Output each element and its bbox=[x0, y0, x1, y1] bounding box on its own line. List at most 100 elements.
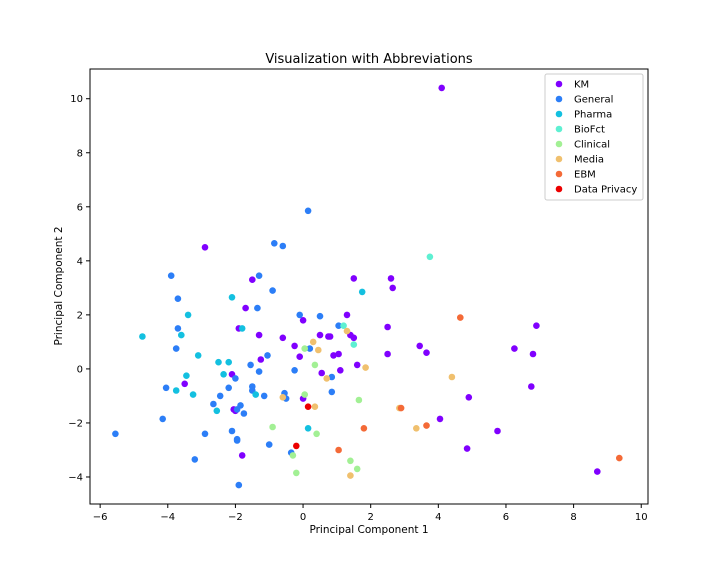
series-general bbox=[112, 207, 342, 489]
data-point bbox=[397, 404, 405, 412]
data-point bbox=[189, 391, 197, 398]
data-point bbox=[174, 325, 182, 332]
data-point bbox=[304, 425, 312, 432]
legend-marker bbox=[555, 185, 563, 193]
data-point bbox=[347, 472, 354, 479]
data-point bbox=[463, 445, 471, 452]
data-point bbox=[304, 207, 312, 215]
data-point bbox=[313, 430, 320, 438]
data-point bbox=[301, 345, 309, 352]
data-point bbox=[353, 361, 361, 369]
data-point bbox=[306, 345, 314, 352]
data-point bbox=[335, 446, 342, 454]
y-tick-label: 8 bbox=[77, 148, 83, 159]
data-point bbox=[112, 430, 119, 438]
data-point bbox=[315, 346, 322, 354]
data-point bbox=[265, 441, 273, 448]
data-point bbox=[494, 427, 501, 435]
data-point bbox=[426, 253, 434, 261]
x-tick-label: 10 bbox=[635, 512, 648, 523]
data-point bbox=[252, 391, 259, 398]
data-point bbox=[269, 423, 276, 431]
data-point bbox=[240, 410, 248, 417]
data-point bbox=[174, 295, 182, 303]
data-point bbox=[238, 325, 246, 332]
data-point bbox=[301, 391, 309, 398]
data-point bbox=[423, 422, 430, 429]
data-point bbox=[343, 311, 351, 319]
data-point bbox=[293, 442, 300, 450]
data-point bbox=[289, 452, 297, 459]
data-point bbox=[255, 272, 263, 280]
data-point bbox=[465, 394, 473, 401]
data-point bbox=[178, 331, 185, 339]
legend-marker bbox=[555, 80, 563, 88]
data-point bbox=[264, 352, 271, 359]
legend-marker bbox=[555, 95, 563, 103]
data-point bbox=[326, 333, 334, 340]
data-point bbox=[291, 342, 298, 350]
legend-label: Pharma bbox=[574, 110, 612, 121]
legend-label: Media bbox=[574, 155, 604, 166]
data-point bbox=[594, 468, 601, 475]
data-point bbox=[183, 372, 190, 380]
data-point bbox=[340, 322, 347, 330]
data-point bbox=[389, 284, 397, 292]
data-point bbox=[220, 371, 227, 378]
data-point bbox=[254, 304, 261, 312]
y-tick-label: 6 bbox=[77, 202, 83, 213]
data-point bbox=[181, 380, 188, 388]
x-tick-label: 2 bbox=[368, 512, 374, 523]
data-point bbox=[413, 425, 420, 432]
y-tick-label: −4 bbox=[68, 472, 83, 483]
data-point bbox=[167, 272, 175, 280]
data-point bbox=[159, 415, 166, 423]
data-point bbox=[528, 383, 535, 390]
x-tick-label: 0 bbox=[300, 512, 306, 523]
data-point bbox=[337, 367, 344, 374]
data-point bbox=[511, 345, 518, 352]
data-point bbox=[328, 388, 336, 396]
data-point bbox=[201, 430, 209, 438]
x-tick-label: −6 bbox=[93, 512, 108, 523]
data-point bbox=[343, 327, 351, 335]
data-point bbox=[616, 454, 623, 462]
data-point bbox=[279, 394, 287, 401]
series-ebm bbox=[335, 314, 623, 462]
data-point bbox=[384, 323, 391, 331]
data-point bbox=[350, 341, 358, 348]
data-point bbox=[335, 350, 342, 358]
data-point bbox=[416, 342, 424, 350]
data-point bbox=[328, 373, 336, 381]
series-media bbox=[279, 327, 456, 479]
data-point bbox=[201, 244, 209, 251]
legend-marker bbox=[555, 170, 563, 178]
data-point bbox=[438, 84, 446, 92]
data-point bbox=[299, 317, 307, 324]
data-point bbox=[216, 392, 224, 400]
data-point bbox=[350, 275, 358, 282]
data-point bbox=[533, 322, 540, 330]
data-point bbox=[423, 349, 430, 357]
data-point bbox=[436, 415, 444, 423]
data-point bbox=[242, 304, 249, 312]
data-point bbox=[384, 350, 391, 358]
y-axis-label: Principal Component 2 bbox=[53, 226, 65, 345]
data-point bbox=[296, 353, 304, 361]
data-point bbox=[318, 369, 326, 377]
x-tick-label: 6 bbox=[503, 512, 509, 523]
data-point bbox=[362, 364, 369, 371]
data-point bbox=[225, 384, 232, 392]
series-biofct bbox=[340, 253, 434, 348]
data-point bbox=[269, 287, 276, 294]
legend: KM General Pharma BioFct Clinical Media EBM Dat… bbox=[544, 73, 644, 201]
data-point bbox=[232, 375, 239, 382]
data-point bbox=[316, 331, 324, 339]
series-clinical bbox=[269, 345, 363, 477]
data-point bbox=[457, 314, 464, 321]
data-point bbox=[235, 481, 243, 489]
data-point bbox=[529, 350, 537, 358]
data-point bbox=[387, 275, 395, 282]
y-tick-label: 0 bbox=[77, 364, 83, 375]
data-point bbox=[355, 396, 363, 404]
